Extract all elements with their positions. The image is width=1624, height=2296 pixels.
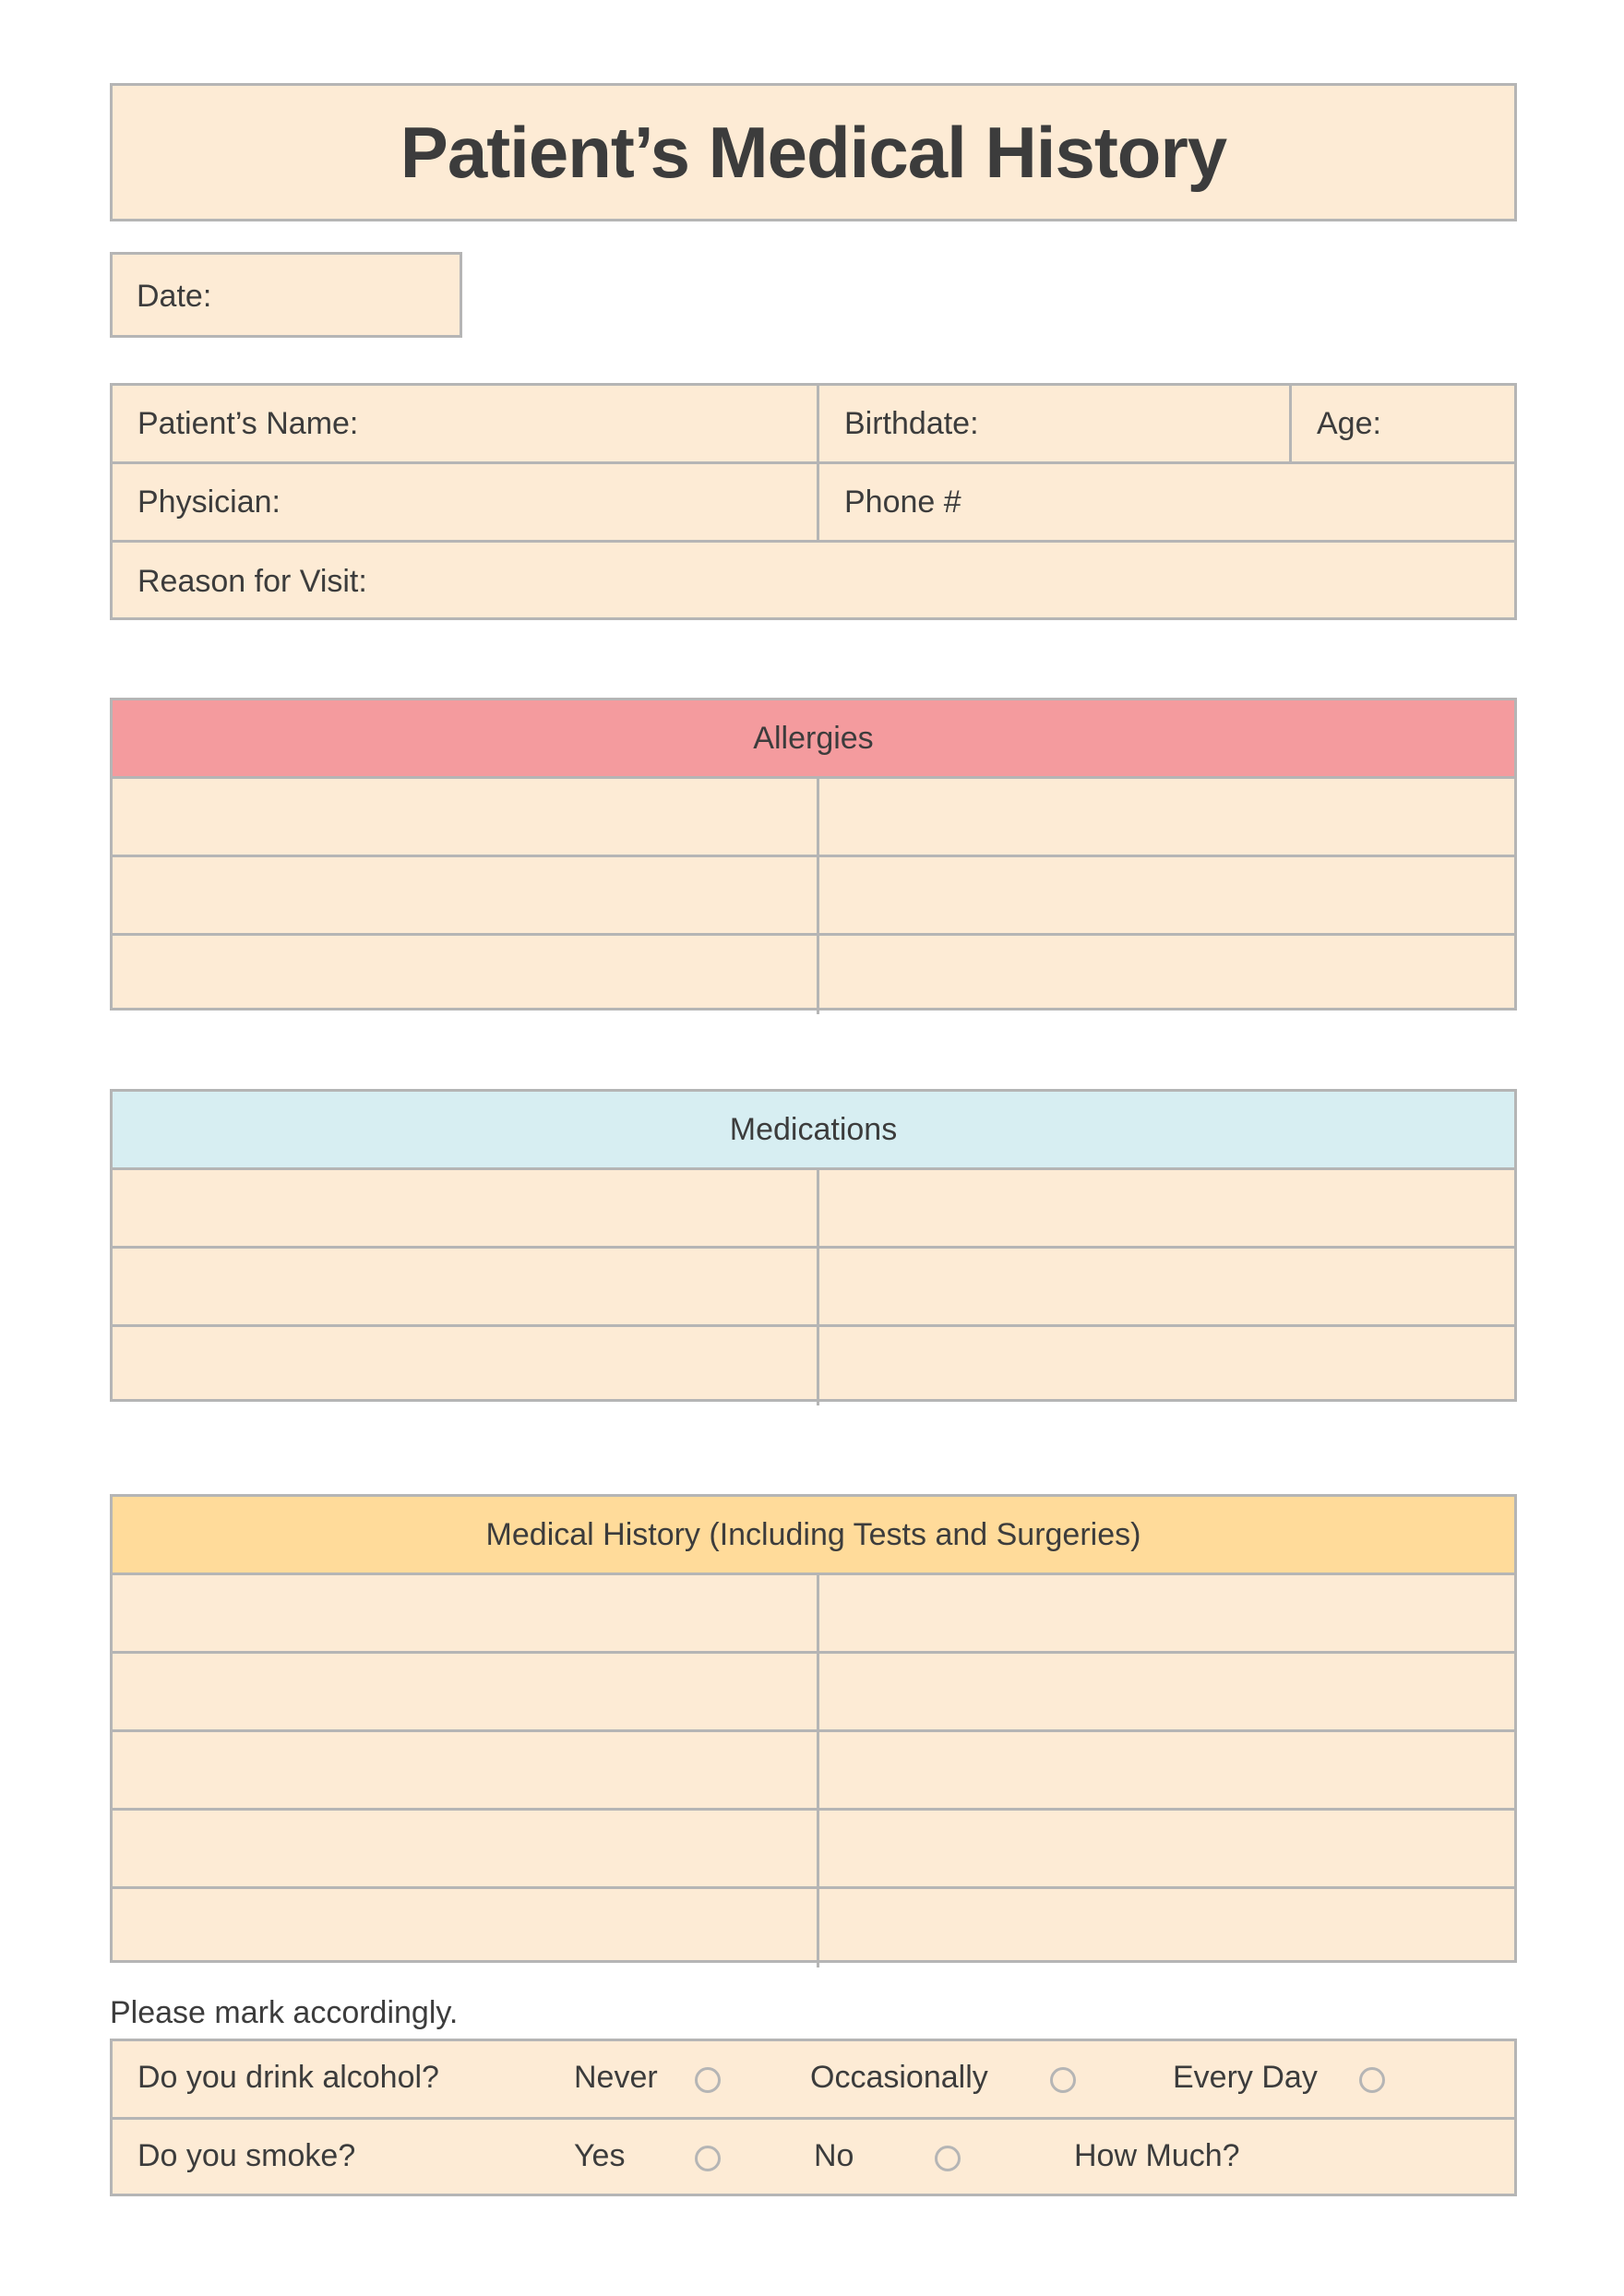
age-field[interactable]: Age: [1289, 386, 1514, 461]
radio-yes[interactable] [695, 2146, 721, 2171]
date-field[interactable]: Date: [110, 252, 462, 338]
allergies-header: Allergies [113, 700, 1514, 779]
entry-cell[interactable] [817, 1732, 1514, 1808]
entry-cell[interactable] [817, 1889, 1514, 1967]
patient-info-table: Patient’s Name: Birthdate: Age: Physicia… [110, 383, 1517, 620]
history-row [113, 1654, 1514, 1732]
option-never-label: Never [574, 2060, 658, 2095]
reason-field[interactable]: Reason for Visit: [113, 543, 1514, 621]
allergies-row [113, 857, 1514, 936]
medications-row [113, 1249, 1514, 1327]
medical-history-header: Medical History (Including Tests and Sur… [113, 1497, 1514, 1575]
instruction-text: Please mark accordingly. [110, 1995, 459, 2030]
medications-header: Medications [113, 1092, 1514, 1170]
info-row: Patient’s Name: Birthdate: Age: [113, 386, 1514, 464]
medications-table: Medications [110, 1089, 1517, 1405]
info-row: Reason for Visit: [113, 543, 1514, 621]
option-every-day-label: Every Day [1173, 2060, 1318, 2095]
option-occasionally-label: Occasionally [810, 2060, 988, 2095]
alcohol-question: Do you drink alcohol? [137, 2060, 439, 2095]
date-label: Date: [137, 279, 212, 314]
birthdate-label: Birthdate: [844, 405, 979, 441]
option-yes-label: Yes [574, 2138, 626, 2173]
entry-cell[interactable] [113, 1732, 817, 1808]
entry-cell[interactable] [817, 1249, 1514, 1324]
entry-cell[interactable] [113, 857, 817, 933]
allergies-row [113, 936, 1514, 1014]
entry-cell[interactable] [817, 1327, 1514, 1405]
history-row [113, 1732, 1514, 1811]
radio-never[interactable] [695, 2067, 721, 2093]
smoke-question: Do you smoke? [137, 2138, 356, 2173]
history-row [113, 1575, 1514, 1654]
radio-no[interactable] [935, 2146, 961, 2171]
entry-cell[interactable] [817, 1575, 1514, 1651]
birthdate-field[interactable]: Birthdate: [817, 386, 1289, 461]
history-row [113, 1811, 1514, 1889]
physician-label: Physician: [137, 484, 281, 520]
page-title: Patient’s Medical History [110, 83, 1517, 221]
history-row [113, 1889, 1514, 1967]
allergies-table: Allergies [110, 698, 1517, 1014]
option-no-label: No [814, 2138, 854, 2173]
entry-cell[interactable] [817, 936, 1514, 1014]
medications-row [113, 1327, 1514, 1405]
allergies-row [113, 779, 1514, 857]
entry-cell[interactable] [113, 1170, 817, 1246]
how-much-label[interactable]: How Much? [1074, 2138, 1240, 2173]
radio-every-day[interactable] [1359, 2067, 1385, 2093]
entry-cell[interactable] [817, 857, 1514, 933]
medications-row [113, 1170, 1514, 1249]
physician-field[interactable]: Physician: [113, 464, 817, 540]
entry-cell[interactable] [113, 1811, 817, 1886]
entry-cell[interactable] [817, 1811, 1514, 1886]
entry-cell[interactable] [817, 1654, 1514, 1729]
phone-field[interactable]: Phone # [817, 464, 1514, 540]
entry-cell[interactable] [113, 1575, 817, 1651]
patient-name-field[interactable]: Patient’s Name: [113, 386, 817, 461]
entry-cell[interactable] [817, 779, 1514, 855]
phone-label: Phone # [844, 484, 961, 520]
info-row: Physician: Phone # [113, 464, 1514, 543]
reason-label: Reason for Visit: [137, 564, 367, 599]
age-label: Age: [1317, 405, 1381, 441]
entry-cell[interactable] [113, 1249, 817, 1324]
medical-history-table: Medical History (Including Tests and Sur… [110, 1494, 1517, 1967]
checklist-divider [113, 2117, 1514, 2120]
patient-name-label: Patient’s Name: [137, 405, 359, 441]
entry-cell[interactable] [113, 1327, 817, 1405]
entry-cell[interactable] [113, 1654, 817, 1729]
checklist-box: Do you drink alcohol? Never Occasionally… [110, 2039, 1517, 2196]
entry-cell[interactable] [113, 779, 817, 855]
radio-occasionally[interactable] [1050, 2067, 1076, 2093]
entry-cell[interactable] [113, 936, 817, 1014]
entry-cell[interactable] [113, 1889, 817, 1967]
entry-cell[interactable] [817, 1170, 1514, 1246]
